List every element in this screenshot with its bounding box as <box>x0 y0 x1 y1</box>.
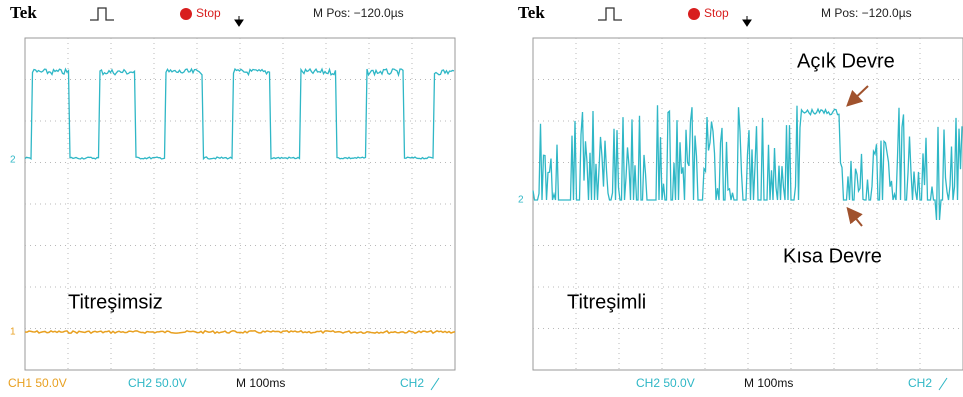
pulse-icon <box>598 8 622 20</box>
brand: Tek <box>518 3 545 22</box>
status-dot <box>180 8 192 20</box>
pulse-icon <box>90 8 114 20</box>
ch1-label: CH1 50.0V <box>8 376 67 390</box>
trigger-slope <box>431 378 439 390</box>
position: M Pos: −120.0µs <box>313 6 404 20</box>
trigger-arrow <box>235 16 243 26</box>
trigger-label: CH2 <box>400 376 424 390</box>
caption: Titreşimli <box>567 291 646 313</box>
scope-screen: Tek Stop M Pos: −120.0µs CH1 50.0V CH2 50.0V… <box>8 3 455 390</box>
brand: Tek <box>10 3 37 22</box>
ch2-marker: 2 <box>10 155 16 166</box>
trigger-label: CH2 <box>908 376 932 390</box>
ch2-label: CH2 50.0V <box>636 376 695 390</box>
status: Stop <box>196 6 221 20</box>
ch2-marker: 2 <box>518 195 524 206</box>
ch1-marker: 1 <box>10 327 16 338</box>
trigger-slope <box>939 378 947 390</box>
annotation: Açık Devre <box>797 50 895 72</box>
scope-screen: Tek Stop M Pos: −120.0µs CH2 50.0V M 100ms CH… <box>518 3 963 390</box>
position: M Pos: −120.0µs <box>821 6 912 20</box>
status-dot <box>688 8 700 20</box>
figure: Tek Stop M Pos: −120.0µs CH2 50.0V M 100ms CH… <box>0 0 963 397</box>
status: Stop <box>704 6 729 20</box>
time-label: M 100ms <box>744 376 793 390</box>
trigger-arrow <box>743 16 751 26</box>
ch2-label: CH2 50.0V <box>128 376 187 390</box>
caption: Titreşimsiz <box>68 291 163 313</box>
annotation: Kısa Devre <box>783 245 882 267</box>
time-label: M 100ms <box>236 376 285 390</box>
